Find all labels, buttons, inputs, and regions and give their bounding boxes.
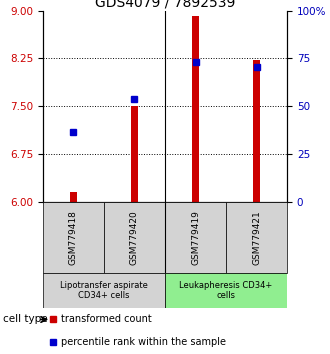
Bar	[43, 273, 165, 308]
Bar	[43, 202, 104, 273]
Bar	[226, 202, 287, 273]
Text: GSM779421: GSM779421	[252, 210, 261, 264]
Text: cell type: cell type	[3, 314, 48, 325]
Text: percentile rank within the sample: percentile rank within the sample	[61, 337, 226, 348]
Text: GSM779418: GSM779418	[69, 210, 78, 265]
Bar	[192, 16, 199, 202]
Text: transformed count: transformed count	[61, 314, 152, 325]
Text: GSM779419: GSM779419	[191, 210, 200, 265]
Text: Lipotransfer aspirate
CD34+ cells: Lipotransfer aspirate CD34+ cells	[60, 281, 148, 300]
Title: GDS4079 / 7892539: GDS4079 / 7892539	[95, 0, 235, 10]
Bar	[253, 60, 260, 202]
Bar	[165, 273, 287, 308]
Bar	[70, 192, 77, 202]
Text: GSM779420: GSM779420	[130, 210, 139, 264]
Bar	[165, 202, 226, 273]
Bar	[104, 202, 165, 273]
Bar	[131, 105, 138, 202]
Text: Leukapheresis CD34+
cells: Leukapheresis CD34+ cells	[180, 281, 273, 300]
